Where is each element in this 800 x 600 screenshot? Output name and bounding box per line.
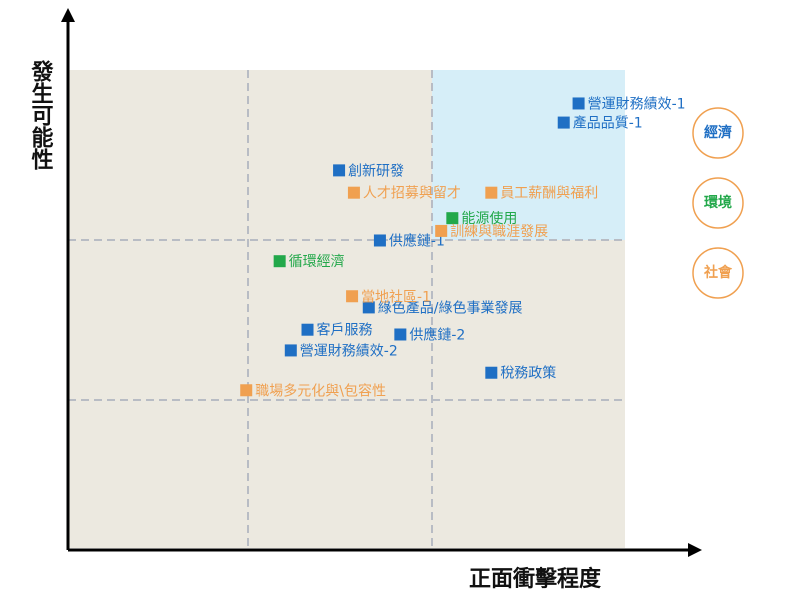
point: [394, 328, 407, 341]
point: [485, 366, 498, 379]
point-label: 訓練與職涯發展: [450, 224, 548, 240]
legend-marker: [692, 177, 744, 229]
point: [435, 224, 448, 237]
legend-label: 經濟: [704, 124, 732, 141]
y-arrow: [61, 8, 75, 22]
point-label: 營運財務績效-1: [588, 96, 686, 112]
point-label: 供應鏈-2: [409, 326, 465, 343]
separators: [68, 70, 625, 548]
point: [572, 97, 585, 110]
point: [373, 234, 386, 247]
point: [240, 384, 253, 397]
point: [284, 344, 297, 357]
y-axis-title: 發生可能性: [28, 60, 55, 170]
point-label: 產品品質-1: [573, 115, 643, 132]
point-label: 員工薪酬與福利: [500, 186, 598, 202]
point-label: 人才招募與留才: [363, 186, 461, 202]
point: [333, 164, 346, 177]
legend-label: 環境: [704, 194, 732, 211]
point: [347, 186, 360, 199]
x-axis-title: 正面衝擊程度: [469, 566, 602, 592]
point-label: 創新研發: [348, 163, 404, 179]
point-label: 循環經濟: [289, 254, 345, 270]
highlight-region: [432, 70, 625, 240]
point-label: 客戶服務: [317, 322, 373, 339]
point: [485, 186, 498, 199]
point-label: 綠色產品/綠色事業發展: [378, 299, 523, 316]
point: [301, 323, 314, 336]
legend-marker: [692, 107, 744, 159]
point-label: 當地社區-1: [361, 289, 431, 305]
x-arrow: [688, 543, 702, 557]
point: [346, 290, 359, 303]
axes: [61, 8, 702, 557]
point: [273, 255, 286, 268]
point: [446, 212, 459, 225]
legend-marker: [692, 247, 744, 299]
point-label: 營運財務績效-2: [300, 343, 398, 359]
point-label: 職場多元化與\包容性: [255, 382, 386, 399]
point-label: 能源使用: [461, 210, 517, 227]
point: [557, 116, 570, 129]
point-label: 稅務政策: [500, 365, 556, 382]
point: [362, 301, 375, 314]
legend-label: 社會: [703, 264, 733, 281]
point-label: 供應鏈-1: [389, 232, 445, 249]
